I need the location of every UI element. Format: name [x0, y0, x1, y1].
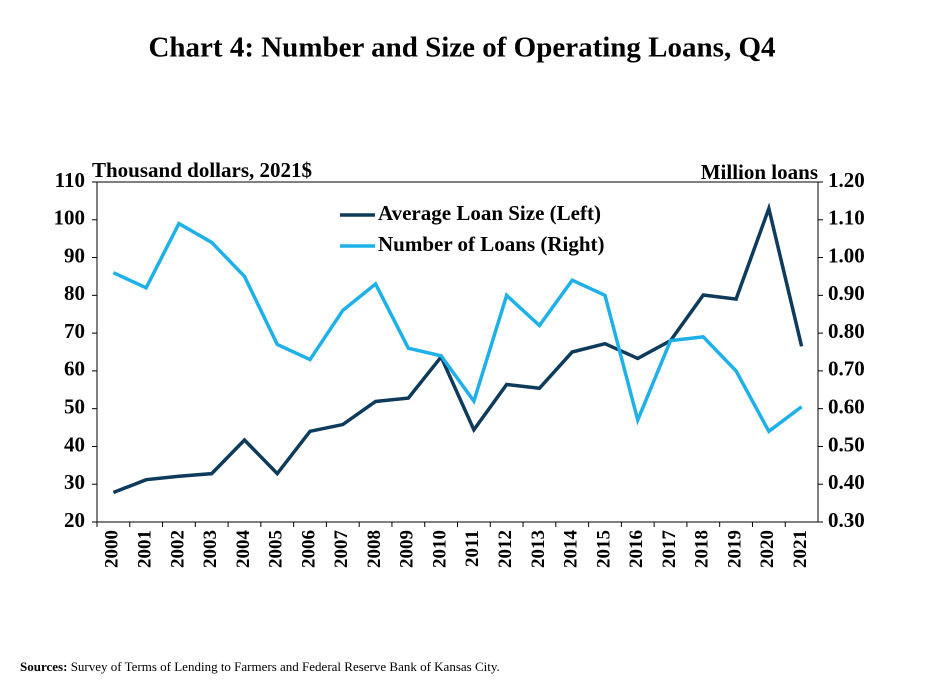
- y-tick-label: 60: [64, 357, 85, 381]
- x-tick-label: 2001: [135, 530, 156, 568]
- chart-title: Chart 4: Number and Size of Operating Lo…: [148, 32, 775, 64]
- y-tick-label: 110: [55, 168, 85, 192]
- source: Sources: Survey of Terms of Lending to F…: [20, 659, 500, 674]
- y2-tick-label: 1.20: [828, 168, 865, 192]
- x-tick-label: 2020: [757, 530, 778, 568]
- x-tick-label: 2004: [233, 530, 254, 569]
- y-tick-label: 100: [54, 206, 86, 230]
- x-tick-label: 2012: [495, 530, 516, 568]
- x-tick-label: 2002: [167, 530, 188, 568]
- y2-tick-label: 0.90: [828, 281, 865, 305]
- legend-label: Number of Loans (Right): [378, 232, 605, 256]
- x-tick-label: 2007: [331, 530, 352, 569]
- y2-tick-label: 0.40: [828, 470, 865, 494]
- y2-axis-label: Million loans: [701, 160, 818, 184]
- y-tick-label: 90: [64, 243, 85, 267]
- x-tick-label: 2015: [593, 530, 614, 568]
- x-tick-label: 2017: [659, 530, 680, 569]
- y2-tick-label: 1.00: [828, 243, 865, 267]
- x-tick-label: 2003: [200, 530, 221, 568]
- x-tick-label: 2014: [561, 530, 582, 569]
- x-tick-label: 2010: [429, 530, 450, 568]
- y2-tick-label: 0.50: [828, 432, 865, 456]
- series-line: [112, 202, 804, 495]
- y2-tick-label: 0.30: [828, 508, 865, 532]
- x-tick-label: 2016: [626, 530, 647, 568]
- y2-tick-label: 0.80: [828, 319, 865, 343]
- y-tick-label: 20: [64, 508, 85, 532]
- x-tick-label: 2000: [102, 530, 123, 568]
- series-line: [112, 221, 803, 434]
- x-tick-label: 2019: [724, 530, 745, 568]
- legend-label: Average Loan Size (Left): [378, 201, 601, 225]
- x-tick-label: 2013: [528, 530, 549, 568]
- y-tick-label: 70: [64, 319, 85, 343]
- y-tick-label: 50: [64, 394, 85, 418]
- x-tick-label: 2006: [298, 530, 319, 568]
- y2-tick-label: 0.70: [828, 357, 865, 381]
- y2-tick-label: 1.10: [828, 206, 865, 230]
- x-tick-label: 2008: [364, 530, 385, 568]
- y-axis-label: Thousand dollars, 2021$: [92, 158, 312, 182]
- source-label: Sources:: [20, 659, 67, 674]
- x-tick-label: 2009: [397, 530, 418, 568]
- x-tick-label: 2018: [692, 530, 713, 568]
- x-tick-label: 2005: [266, 530, 287, 568]
- y-tick-label: 40: [64, 432, 85, 456]
- y2-tick-label: 0.60: [828, 394, 865, 418]
- x-tick-label: 2011: [462, 530, 483, 567]
- source-text: Survey of Terms of Lending to Farmers an…: [71, 659, 500, 674]
- x-tick-label: 2021: [790, 530, 811, 568]
- y-tick-label: 80: [64, 281, 85, 305]
- y-tick-label: 30: [64, 470, 85, 494]
